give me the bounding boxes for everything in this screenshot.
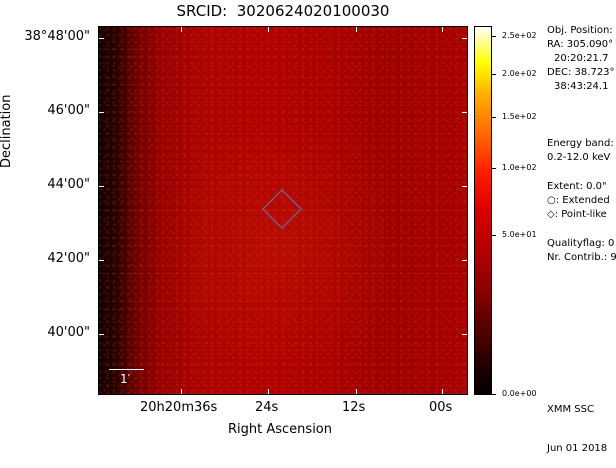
bottom-tick-2 <box>268 389 269 394</box>
top-tick-2 <box>268 27 269 32</box>
extended-legend: ○: Extended <box>547 195 610 206</box>
bottom-tick-1 <box>181 389 182 394</box>
bottom-tick-3 <box>356 389 357 394</box>
colorbar-label-6: 0.0e+00 <box>502 389 537 398</box>
footer-block: XMM SSC Jun 01 2018 <box>547 377 607 468</box>
x-tick-label-3: 12s <box>342 400 366 415</box>
y-tick-label-5: 40'00" <box>47 325 90 340</box>
x-tick-label-4: 00s <box>429 400 453 415</box>
bottom-tick-4 <box>442 389 443 394</box>
ra-line: RA: 305.090° <box>547 39 614 50</box>
right-tick-2 <box>462 112 467 113</box>
right-tick-4 <box>462 260 467 261</box>
footer-line-2: Jun 01 2018 <box>547 443 608 454</box>
top-tick-4 <box>442 27 443 32</box>
x-tick-label-1: 20h20m36s <box>140 400 218 415</box>
left-tick-2 <box>99 112 104 113</box>
contrib-count: Nr. Contrib.: 9 <box>547 252 616 263</box>
colorbar-tick-2 <box>492 74 496 75</box>
quality-flag: Qualityflag: 0 <box>547 238 615 249</box>
left-tick-3 <box>99 186 104 187</box>
extent-text: Extent: 0.0" <box>547 181 607 192</box>
sky-image: N E 1′ <box>98 26 468 395</box>
colorbar-tick-6 <box>492 394 496 395</box>
y-tick-label-4: 42'00" <box>47 251 90 266</box>
left-tick-5 <box>99 334 104 335</box>
colorbar-label-3: 1.5e+02 <box>502 112 537 121</box>
colorbar-label-2: 2.0e+02 <box>502 69 537 78</box>
x-axis-label: Right Ascension <box>228 422 332 437</box>
scale-label: 1′ <box>120 372 131 386</box>
left-tick-4 <box>99 260 104 261</box>
object-position-title: Obj. Position: <box>547 25 613 36</box>
scale-bar <box>109 369 144 370</box>
right-tick-5 <box>462 334 467 335</box>
y-axis-label: Declination <box>0 94 14 169</box>
colorbar-label-5: 5.0e+01 <box>502 230 537 239</box>
left-tick-1 <box>99 38 104 39</box>
dec-dms: 38:43:24.1 <box>554 81 609 92</box>
x-tick-label-2: 24s <box>255 400 279 415</box>
right-tick-3 <box>462 186 467 187</box>
page-title: SRCID: 3020624020100030 <box>176 2 390 20</box>
colorbar-tick-4 <box>492 168 496 169</box>
pointlike-legend: ◇: Point-like <box>547 209 607 220</box>
top-tick-1 <box>181 27 182 32</box>
dec-line: DEC: 38.723° <box>547 67 615 78</box>
y-tick-label-3: 44'00" <box>47 177 90 192</box>
y-tick-label-1: 38°48'00" <box>24 29 90 44</box>
ra-hms: 20:20:21.7 <box>554 53 609 64</box>
colorbar-label-1: 2.5e+02 <box>502 31 537 40</box>
image-noise-texture <box>99 27 467 394</box>
colorbar-tick-5 <box>492 235 496 236</box>
energy-band-title: Energy band: <box>547 138 614 149</box>
colorbar-label-4: 1.0e+02 <box>502 163 537 172</box>
colorbar-tick-1 <box>492 36 496 37</box>
footer-line-1: XMM SSC <box>547 404 594 415</box>
right-tick-1 <box>462 38 467 39</box>
top-tick-3 <box>356 27 357 32</box>
y-tick-label-2: 46'00" <box>47 103 90 118</box>
colorbar-tick-3 <box>492 117 496 118</box>
colorbar <box>474 26 492 395</box>
energy-band-value: 0.2-12.0 keV <box>547 152 611 163</box>
